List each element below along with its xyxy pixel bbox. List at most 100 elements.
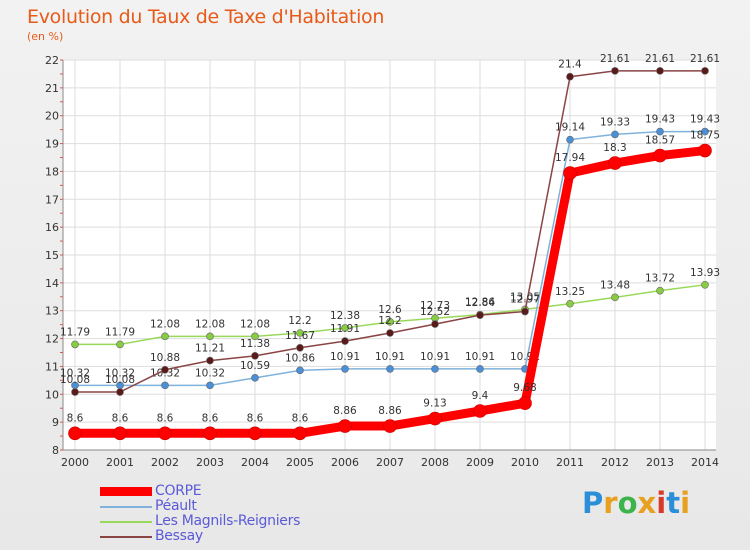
data-label-les-magnils-reigniers: 13.05 — [510, 291, 540, 303]
data-point-les-magnils-reigniers — [161, 332, 169, 341]
legend-label-corpe: CORPE — [155, 483, 202, 499]
data-point-corpe — [428, 411, 442, 426]
x-tick-label: 2013 — [646, 456, 674, 469]
data-point-corpe — [338, 419, 352, 433]
data-point-corpe — [698, 143, 712, 158]
y-tick-label: 21 — [45, 82, 59, 95]
x-tick-label: 2011 — [556, 456, 584, 469]
data-point-bessay — [476, 311, 484, 319]
data-point-les-magnils-reigniers — [611, 293, 619, 302]
data-label-les-magnils-reigniers: 12.08 — [195, 318, 225, 330]
data-label-bessay: 21.61 — [645, 53, 675, 65]
logo-letter: i — [656, 486, 667, 520]
data-label-corpe: 8.86 — [333, 405, 357, 417]
data-label-les-magnils-reigniers: 11.79 — [105, 326, 135, 338]
data-point-bessay — [386, 329, 394, 337]
data-label-les-magnils-reigniers: 12.6 — [378, 304, 402, 316]
logo-letter: x — [637, 486, 657, 520]
data-label-corpe: 8.86 — [378, 405, 402, 417]
data-label-les-magnils-reigniers: 13.93 — [690, 267, 720, 279]
data-label-bessay: 11.91 — [330, 323, 360, 335]
y-tick-label: 17 — [45, 193, 59, 206]
data-label-peault: 19.43 — [645, 114, 675, 126]
data-point-corpe — [68, 426, 82, 441]
data-label-bessay: 21.61 — [600, 53, 630, 65]
data-point-bessay — [71, 388, 79, 396]
x-tick-label: 2008 — [421, 456, 449, 469]
data-label-corpe: 18.3 — [603, 142, 626, 154]
data-point-bessay — [521, 307, 529, 316]
data-label-bessay: 12.52 — [420, 306, 450, 318]
data-point-corpe — [203, 426, 217, 441]
data-point-bessay — [431, 320, 439, 328]
data-point-bessay — [611, 67, 619, 75]
data-point-bessay — [341, 337, 349, 345]
data-label-bessay: 12.84 — [465, 297, 495, 309]
data-label-bessay: 10.88 — [150, 352, 180, 364]
data-point-les-magnils-reigniers — [251, 332, 259, 341]
data-label-les-magnils-reigniers: 12.86 — [465, 297, 495, 309]
data-label-corpe: 8.6 — [202, 412, 219, 424]
data-point-peault — [386, 365, 394, 373]
data-label-peault: 19.33 — [600, 116, 630, 128]
data-point-les-magnils-reigniers — [701, 281, 709, 289]
legend-label-magnils: Les Magnils-Reigniers — [155, 513, 301, 529]
data-label-corpe: 8.6 — [67, 412, 84, 424]
data-point-peault — [251, 374, 259, 382]
x-tick-label: 2009 — [466, 456, 494, 469]
y-tick-label: 9 — [52, 416, 59, 429]
data-label-les-magnils-reigniers: 13.25 — [555, 286, 585, 298]
data-point-les-magnils-reigniers — [116, 340, 124, 349]
x-tick-label: 2012 — [601, 456, 629, 469]
y-tick-label: 22 — [45, 54, 59, 67]
data-label-peault: 10.32 — [105, 367, 135, 379]
data-point-peault — [656, 127, 664, 136]
data-label-peault: 10.86 — [285, 352, 315, 364]
y-tick-label: 11 — [45, 360, 59, 373]
data-point-corpe — [653, 148, 667, 163]
y-tick-label: 12 — [45, 333, 59, 346]
y-tick-label: 10 — [45, 388, 59, 401]
y-tick-label: 13 — [45, 305, 59, 318]
data-label-peault: 10.91 — [375, 351, 405, 363]
logo-letter: t — [666, 486, 681, 520]
legend-label-peault: Péault — [155, 498, 197, 514]
data-point-peault — [566, 135, 574, 144]
data-point-peault — [161, 381, 169, 390]
data-point-peault — [296, 366, 304, 375]
data-point-bessay — [656, 67, 664, 75]
data-point-bessay — [251, 352, 259, 360]
x-tick-label: 2002 — [151, 456, 179, 469]
x-tick-label: 2010 — [511, 456, 539, 469]
y-tick-label: 15 — [45, 249, 59, 262]
logo-letter: r — [603, 486, 618, 520]
data-label-corpe: 17.94 — [555, 152, 585, 164]
data-point-corpe — [473, 404, 487, 418]
data-label-les-magnils-reigniers: 12.73 — [420, 300, 450, 312]
y-tick-label: 20 — [45, 110, 59, 123]
data-label-peault: 10.59 — [240, 360, 270, 372]
data-point-corpe — [113, 426, 127, 441]
chart-unit-label: (en %) — [27, 30, 64, 43]
data-point-corpe — [608, 156, 622, 170]
data-point-bessay — [701, 67, 709, 75]
y-tick-label: 18 — [45, 165, 59, 178]
data-label-peault: 10.91 — [420, 351, 450, 363]
logo-letter: i — [680, 486, 691, 520]
data-label-les-magnils-reigniers: 12.08 — [150, 318, 180, 330]
data-label-les-magnils-reigniers: 12.08 — [240, 318, 270, 330]
proxiti-logo: Proxiti — [582, 486, 690, 520]
data-point-bessay — [566, 72, 574, 81]
data-point-corpe — [293, 426, 307, 441]
y-tick-label: 8 — [52, 444, 59, 457]
x-tick-label: 2001 — [106, 456, 134, 469]
y-tick-label: 14 — [45, 277, 59, 290]
data-label-peault: 10.91 — [465, 351, 495, 363]
data-point-peault — [341, 365, 349, 373]
data-label-peault: 10.32 — [195, 367, 225, 379]
data-label-corpe: 18.57 — [645, 135, 675, 147]
x-tick-label: 2003 — [196, 456, 224, 469]
data-label-bessay: 21.4 — [558, 59, 582, 71]
data-point-corpe — [383, 419, 397, 433]
